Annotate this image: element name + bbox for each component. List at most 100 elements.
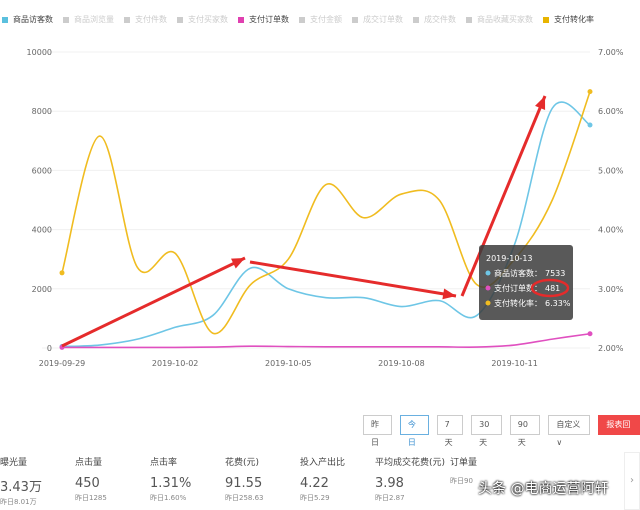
y-right-tick-label: 6.00% <box>598 107 624 116</box>
x-tick-label: 2019-09-29 <box>39 359 86 368</box>
range-button[interactable]: 报表回流 <box>598 415 640 447</box>
y-left-tick-label: 0 <box>47 344 52 353</box>
metric-prev: 昨日258.63 <box>225 494 264 502</box>
range-button[interactable]: 90天 <box>509 415 541 447</box>
metric-prev: 昨日1285 <box>75 494 107 502</box>
tooltip-label: 支付转化率： <box>494 298 542 308</box>
y-right-tick-label: 5.00% <box>598 166 624 175</box>
x-tick-label: 2019-10-08 <box>378 359 425 368</box>
chart-legend: 商品访客数 商品浏览量 支付件数 支付买家数 支付订单数 支付金额 成交订单数 成交件数 商品收… <box>2 14 604 25</box>
legend-swatch-icon <box>352 16 358 23</box>
tooltip-dot-icon <box>485 300 491 306</box>
legend-label: 成交件数 <box>424 15 456 24</box>
data-point <box>587 122 593 128</box>
red-arrow <box>249 260 457 298</box>
range-button[interactable]: 昨日 <box>363 415 392 447</box>
x-tick-label: 2019-10-05 <box>265 359 312 368</box>
range-button[interactable]: 7天 <box>436 415 464 447</box>
y-left-tick-label: 2000 <box>32 285 52 294</box>
metric-card: 花费(元) 91.55 昨日258.63 <box>225 455 300 507</box>
range-button[interactable]: 30天 <box>471 415 502 447</box>
metric-value: 4.22 <box>300 476 329 491</box>
legend-label: 成交订单数 <box>363 15 403 24</box>
red-arrow <box>61 256 246 348</box>
metric-prev: 昨日2.87 <box>375 494 405 502</box>
legend-item[interactable]: 支付件数 <box>124 14 167 25</box>
data-point <box>587 89 593 95</box>
y-right-tick-label: 4.00% <box>598 226 624 235</box>
legend-item[interactable]: 支付金额 <box>299 14 342 25</box>
legend-label: 支付买家数 <box>188 15 228 24</box>
legend-label: 商品浏览量 <box>74 15 114 24</box>
legend-swatch-icon <box>2 16 8 23</box>
tooltip-value: 481 <box>545 284 560 293</box>
legend-swatch-icon <box>466 16 472 23</box>
legend-label: 支付金额 <box>310 15 342 24</box>
metrics-row: 曝光量 3.43万 昨日8.01万 点击量 450 昨日1285 点击率 1.31% 昨日1.6… <box>0 455 525 507</box>
legend-item[interactable]: 商品访客数 <box>2 14 53 25</box>
y-right-tick-label: 3.00% <box>598 285 624 294</box>
metric-card: 投入产出比 4.22 昨日5.29 <box>300 455 375 507</box>
legend-item[interactable]: 支付转化率 <box>543 14 594 25</box>
tooltip-value: 6.33% <box>545 299 571 308</box>
line-chart: 0 2000 4000 6000 8000 10000 2.00% 3.00% 4.00% 5.0… <box>27 48 624 368</box>
next-arrow-button[interactable]: › <box>624 452 640 510</box>
y-right-tick-label: 7.00% <box>598 48 624 57</box>
tooltip-label: 支付订单数： <box>494 283 542 293</box>
tooltip <box>479 245 573 320</box>
red-arrowhead-icon <box>535 96 546 110</box>
metric-value: 1.31% <box>150 476 192 491</box>
metric-prev: 昨日90 <box>450 477 473 485</box>
legend-label: 商品访客数 <box>13 15 53 24</box>
metric-prev: 昨日8.01万 <box>0 498 37 506</box>
range-button[interactable]: 今日 <box>399 415 429 447</box>
x-tick-label: 2019-10-11 <box>491 359 538 368</box>
legend-swatch-icon <box>124 16 130 23</box>
legend-item[interactable]: 支付买家数 <box>177 14 228 25</box>
red-arrowhead-icon <box>442 288 456 300</box>
legend-item[interactable]: 商品浏览量 <box>63 14 114 25</box>
metric-label: 花费(元) <box>225 458 260 468</box>
series-line-0 <box>61 101 591 348</box>
metric-card: 订单量 昨日90 <box>450 455 525 507</box>
metric-value: 91.55 <box>225 476 263 491</box>
red-arrowhead-icon <box>231 258 245 269</box>
legend-swatch-icon <box>413 16 419 23</box>
y-left-tick-label: 10000 <box>27 48 52 57</box>
legend-label: 支付件数 <box>135 15 167 24</box>
legend-item[interactable]: 成交订单数 <box>352 14 403 25</box>
metric-label: 曝光量 <box>0 458 28 468</box>
range-button[interactable]: 自定义 ∨ <box>548 415 591 447</box>
y-right-tick-label: 2.00% <box>598 344 624 353</box>
metric-label: 点击率 <box>150 458 178 468</box>
legend-swatch-icon <box>543 16 549 23</box>
legend-swatch-icon <box>177 16 183 23</box>
legend-label: 商品收藏买家数 <box>477 15 533 24</box>
watermark: 头条 @电商运营阿轩 <box>478 481 609 497</box>
legend-label: 支付订单数 <box>249 15 289 24</box>
metric-prev: 昨日1.60% <box>150 494 187 502</box>
tooltip-dot-icon <box>485 285 491 291</box>
y-left-tick-label: 6000 <box>32 166 52 175</box>
metric-label: 投入产出比 <box>300 458 346 468</box>
legend-swatch-icon <box>299 16 305 23</box>
metric-prev: 昨日5.29 <box>300 494 330 502</box>
metric-card: 曝光量 3.43万 昨日8.01万 <box>0 455 75 507</box>
tooltip-dot-icon <box>485 270 491 276</box>
metric-label: 平均成交花费(元) <box>375 458 446 468</box>
legend-label: 支付转化率 <box>554 15 594 24</box>
legend-item[interactable]: 支付订单数 <box>238 14 289 25</box>
metric-label: 点击量 <box>75 458 103 468</box>
metric-card: 平均成交花费(元) 3.98 昨日2.87 <box>375 455 450 507</box>
data-point <box>587 331 593 337</box>
data-point <box>59 270 65 276</box>
date-range-buttons: 昨日 今日 7天 30天 90天 自定义 ∨ 报表回流 <box>363 415 640 447</box>
tooltip-value: 7533 <box>545 269 565 278</box>
legend-item[interactable]: 成交件数 <box>413 14 456 25</box>
legend-item[interactable]: 商品收藏买家数 <box>466 14 533 25</box>
highlight-circle <box>530 278 570 298</box>
tooltip-title: 2019-10-13 <box>486 254 533 263</box>
legend-swatch-icon <box>238 16 244 23</box>
y-left-tick-label: 4000 <box>32 226 52 235</box>
metric-card: 点击率 1.31% 昨日1.60% <box>150 455 225 507</box>
